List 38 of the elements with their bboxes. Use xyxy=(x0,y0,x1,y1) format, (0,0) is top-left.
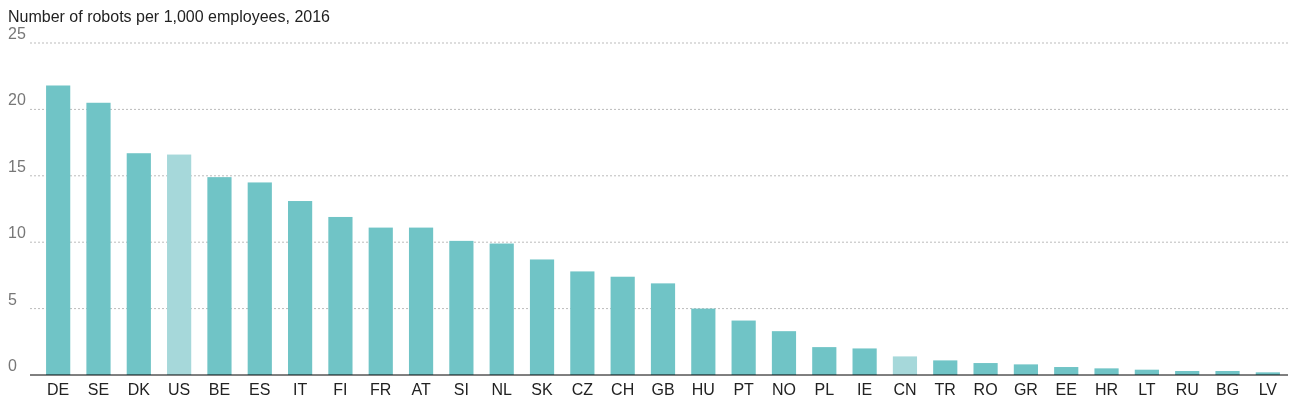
x-tick-label: GB xyxy=(651,381,675,398)
x-tick-label: SK xyxy=(531,381,554,398)
x-tick-label: TR xyxy=(934,381,956,398)
y-tick-label: 10 xyxy=(8,224,26,242)
x-tick-label: FR xyxy=(370,381,392,398)
x-tick-label: GR xyxy=(1013,381,1038,398)
x-tick-label: AT xyxy=(411,381,431,398)
x-tick-label: DE xyxy=(47,381,70,398)
x-tick-label: EE xyxy=(1055,381,1077,398)
x-tick-label: FI xyxy=(333,381,348,398)
x-tick-label: CZ xyxy=(571,381,594,398)
y-tick-label: 25 xyxy=(8,25,26,42)
x-tick-label: NL xyxy=(491,381,513,398)
y-tick-label: 20 xyxy=(8,91,26,109)
x-tick-label: NO xyxy=(771,381,796,398)
x-tick-label: PL xyxy=(814,381,835,398)
x-tick-label: DK xyxy=(127,381,151,398)
x-tick-label: HR xyxy=(1094,381,1119,398)
x-tick-label: BE xyxy=(208,381,231,398)
x-tick-label: ES xyxy=(249,381,271,398)
x-tick-label: LV xyxy=(1258,381,1278,398)
y-tick-label: 5 xyxy=(8,290,17,308)
x-tick-label: IT xyxy=(292,381,308,398)
x-tick-label: BG xyxy=(1215,381,1240,398)
x-tick-label: LT xyxy=(1138,381,1156,398)
x-tick-label: US xyxy=(168,381,191,398)
x-tick-label: CH xyxy=(611,381,635,398)
x-tick-label: HU xyxy=(691,381,715,398)
x-tick-label: SI xyxy=(453,381,469,398)
y-tick-label: 15 xyxy=(8,157,26,175)
y-tick-label: 0 xyxy=(8,357,17,374)
chart-title: Number of robots per 1,000 employees, 2016 xyxy=(8,8,331,25)
x-tick-label: PT xyxy=(733,381,755,398)
x-tick-label: RO xyxy=(973,381,998,398)
x-tick-label: CN xyxy=(893,381,917,398)
x-tick-label: IE xyxy=(857,381,873,398)
x-tick-label: RU xyxy=(1175,381,1199,398)
x-tick-label: SE xyxy=(87,381,110,398)
